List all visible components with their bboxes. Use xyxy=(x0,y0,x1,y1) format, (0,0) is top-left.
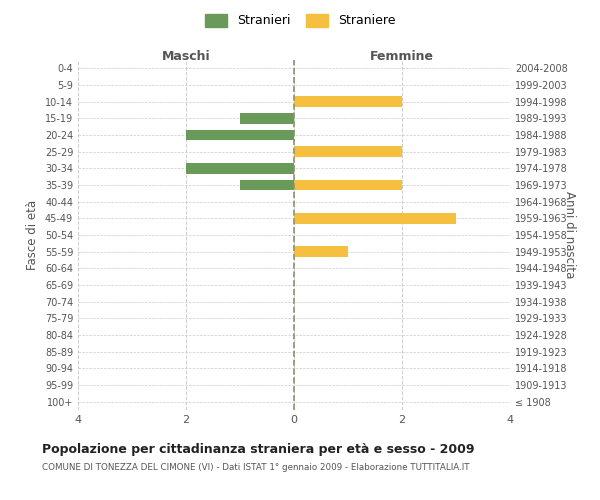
Bar xyxy=(186,130,294,140)
Text: Popolazione per cittadinanza straniera per età e sesso - 2009: Popolazione per cittadinanza straniera p… xyxy=(42,442,475,456)
Text: Maschi: Maschi xyxy=(161,50,211,64)
Bar xyxy=(294,146,402,157)
Y-axis label: Fasce di età: Fasce di età xyxy=(26,200,39,270)
Y-axis label: Anni di nascita: Anni di nascita xyxy=(563,192,576,278)
Bar xyxy=(294,246,348,257)
Bar xyxy=(294,96,402,107)
Bar xyxy=(240,113,294,124)
Text: Femmine: Femmine xyxy=(370,50,434,64)
Bar xyxy=(186,163,294,174)
Legend: Stranieri, Straniere: Stranieri, Straniere xyxy=(199,8,401,32)
Bar xyxy=(294,180,402,190)
Bar xyxy=(240,180,294,190)
Bar xyxy=(294,213,456,224)
Text: COMUNE DI TONEZZA DEL CIMONE (VI) - Dati ISTAT 1° gennaio 2009 - Elaborazione TU: COMUNE DI TONEZZA DEL CIMONE (VI) - Dati… xyxy=(42,462,470,471)
